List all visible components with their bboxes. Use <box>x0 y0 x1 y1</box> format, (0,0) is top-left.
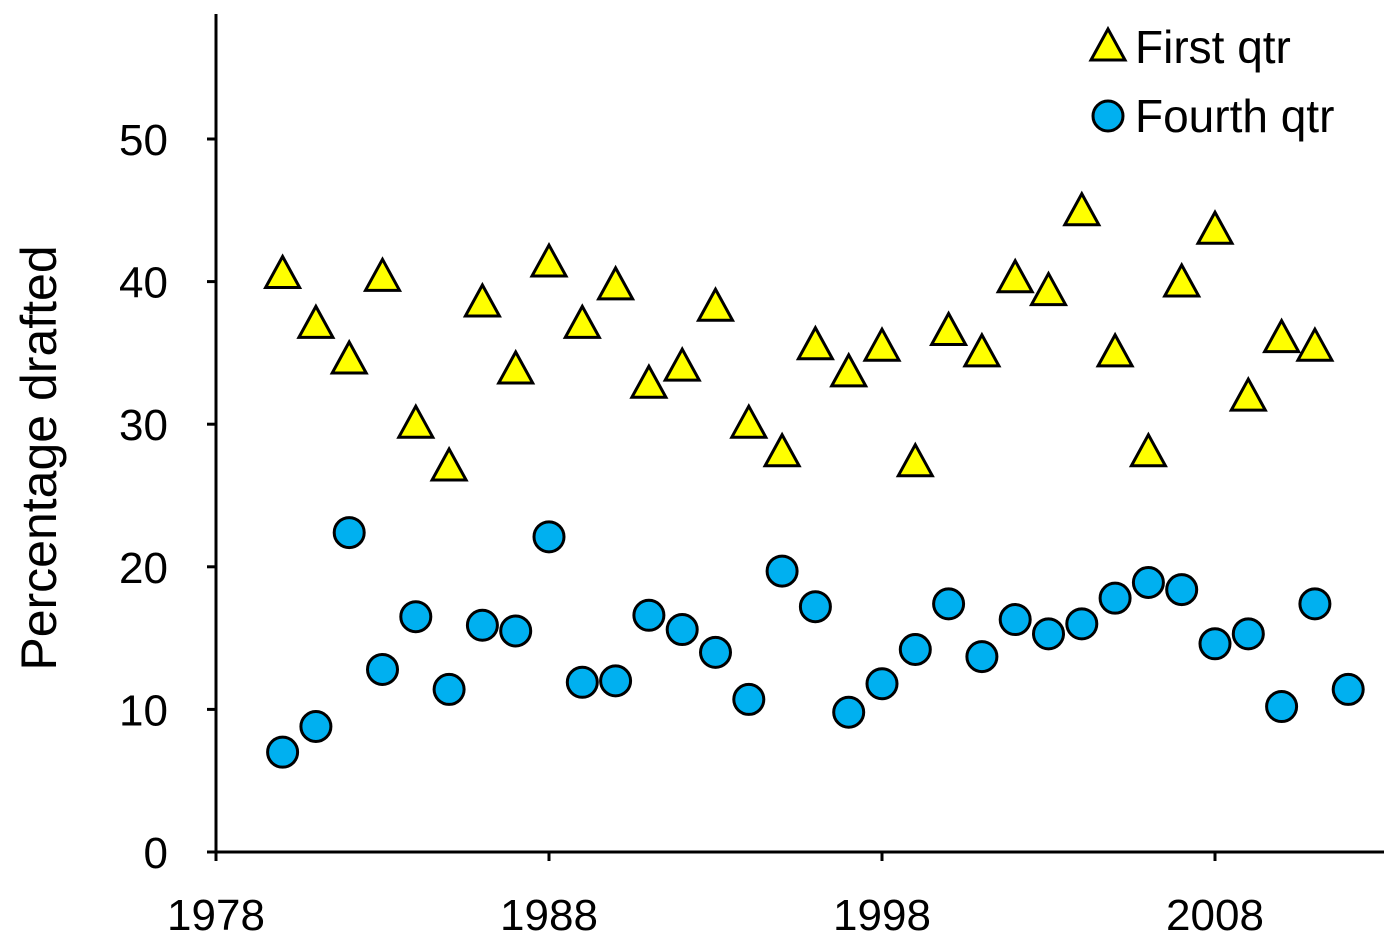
triangle-point <box>263 253 303 289</box>
triangle-point <box>462 281 502 318</box>
triangle-point <box>1295 326 1335 362</box>
circle-point <box>1265 690 1299 724</box>
triangle-point <box>1262 317 1302 354</box>
circle-point <box>632 598 666 632</box>
circle-point <box>1065 607 1099 641</box>
triangle-point <box>362 256 403 292</box>
triangle-point <box>296 303 336 339</box>
legend: First qtr Fourth qtr <box>1088 21 1334 142</box>
triangle-point <box>662 346 702 382</box>
triangle-point <box>829 351 869 388</box>
x-tick-label: 1978 <box>167 891 265 940</box>
legend-item-first-qtr: First qtr <box>1088 21 1291 73</box>
triangle-point <box>562 303 602 339</box>
x-ticks: 1978 1988 1998 2008 <box>167 852 1264 940</box>
circle-point <box>1231 617 1265 651</box>
circle-point <box>1198 627 1232 661</box>
legend-circle-marker <box>1091 99 1125 133</box>
circle-point <box>1298 587 1332 621</box>
axes: 0 10 20 30 40 50 1978 1988 1998 2008 <box>119 14 1384 940</box>
series-fourth-qtr <box>266 516 1365 769</box>
legend-triangle-marker <box>1088 25 1128 62</box>
triangle-point <box>1228 375 1268 412</box>
y-tick-label: 50 <box>119 116 168 165</box>
plot-area <box>263 190 1365 769</box>
triangle-point <box>1128 431 1168 468</box>
circle-point <box>399 600 433 634</box>
circle-point <box>1331 672 1365 706</box>
triangle-point <box>1195 209 1235 245</box>
circle-point <box>1165 573 1199 607</box>
x-tick-label: 1988 <box>500 891 598 940</box>
legend-item-fourth-qtr: Fourth qtr <box>1091 90 1334 142</box>
y-tick-label: 20 <box>119 544 168 593</box>
triangle-point <box>1162 261 1202 298</box>
circle-point <box>1131 565 1165 599</box>
circle-point <box>832 695 866 729</box>
circle-point <box>798 590 832 624</box>
circle-point <box>965 640 999 674</box>
series-first-qtr <box>263 190 1335 482</box>
circle-point <box>465 608 499 642</box>
x-tick-label: 1998 <box>833 891 931 940</box>
triangle-point <box>529 241 569 278</box>
triangle-point <box>429 445 469 482</box>
circle-point <box>432 672 466 706</box>
triangle-point <box>329 338 369 375</box>
y-tick-label: 40 <box>119 259 168 308</box>
triangle-point <box>1095 331 1135 368</box>
circle-point <box>932 587 966 621</box>
circle-point <box>266 735 300 769</box>
triangle-point <box>962 331 1002 368</box>
triangle-point <box>396 403 436 439</box>
legend-label-first-qtr: First qtr <box>1135 21 1291 73</box>
circle-point <box>865 667 899 701</box>
circle-point <box>532 520 566 554</box>
triangle-point <box>496 348 536 385</box>
triangle-point <box>762 431 802 468</box>
triangle-point <box>1028 270 1069 307</box>
triangle-point <box>1062 190 1102 227</box>
triangle-point <box>729 403 769 439</box>
circle-point <box>732 682 766 716</box>
y-tick-label: 10 <box>119 686 168 735</box>
circle-point <box>299 710 333 744</box>
y-ticks: 0 10 20 30 40 50 <box>119 116 216 878</box>
triangle-point <box>862 326 902 362</box>
circle-point <box>1098 581 1132 615</box>
circle-point <box>499 614 533 648</box>
triangle-point <box>695 286 736 322</box>
y-tick-label: 0 <box>144 829 168 878</box>
circle-point <box>332 516 366 550</box>
y-tick-label: 30 <box>119 401 168 450</box>
circle-point <box>599 664 633 698</box>
triangle-point <box>929 310 969 347</box>
x-tick-label: 2008 <box>1166 891 1264 940</box>
triangle-point <box>795 324 835 361</box>
circle-point <box>699 635 732 669</box>
triangle-point <box>895 441 935 478</box>
circle-point <box>1032 617 1065 651</box>
y-axis-title: Percentage drafted <box>11 245 67 670</box>
circle-point <box>765 554 799 588</box>
circle-point <box>665 613 699 647</box>
triangle-point <box>629 363 669 399</box>
circle-point <box>898 633 932 667</box>
legend-label-fourth-qtr: Fourth qtr <box>1135 90 1334 142</box>
circle-point <box>366 652 399 686</box>
triangle-point <box>995 257 1035 294</box>
circle-point <box>998 603 1032 637</box>
triangle-point <box>596 264 636 301</box>
circle-point <box>565 665 599 699</box>
